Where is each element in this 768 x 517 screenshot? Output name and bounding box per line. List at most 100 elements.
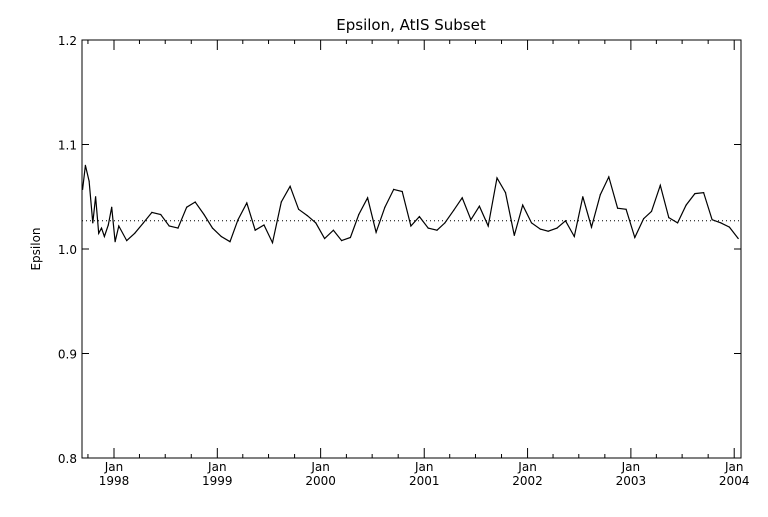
data-point	[461, 197, 463, 199]
data-point	[599, 194, 601, 196]
data-point	[453, 209, 455, 211]
data-point	[289, 185, 291, 187]
x-tick-month-label: Jan	[517, 460, 537, 474]
data-point	[668, 217, 670, 219]
data-point	[694, 193, 696, 195]
data-point	[410, 225, 412, 227]
data-point	[384, 206, 386, 208]
data-point	[470, 219, 472, 221]
data-point	[306, 215, 308, 217]
plot-frame	[81, 39, 742, 459]
data-point	[643, 218, 645, 220]
data-point	[114, 241, 116, 243]
data-point	[650, 210, 653, 212]
data-point	[659, 184, 661, 186]
data-point	[332, 229, 334, 231]
data-point	[556, 227, 558, 229]
data-point	[100, 227, 103, 229]
x-tick-month-label: Jan	[621, 460, 641, 474]
data-point	[315, 222, 317, 224]
data-point	[703, 192, 705, 194]
data-point	[504, 192, 507, 194]
data-point	[547, 230, 549, 232]
y-tick-label: 1.2	[58, 34, 77, 48]
x-tick-month-label: Jan	[207, 460, 227, 474]
data-point	[573, 235, 575, 238]
data-point	[211, 227, 214, 229]
data-point	[375, 231, 377, 233]
data-point	[324, 237, 326, 240]
x-tick-year-label: 1998	[99, 474, 130, 488]
y-tick-label: 1.1	[58, 139, 77, 153]
x-tick-month-label: Jan	[104, 460, 124, 474]
x-tick-month-label: Jan	[724, 460, 744, 474]
data-point	[728, 226, 731, 228]
data-point	[478, 205, 480, 207]
data-point	[341, 240, 343, 242]
data-point	[186, 206, 188, 208]
data-point	[677, 222, 679, 224]
data-point	[711, 219, 713, 221]
data-point	[298, 208, 300, 210]
data-point	[436, 229, 438, 231]
data-point	[608, 176, 610, 178]
data-point	[427, 227, 429, 229]
data-point	[82, 188, 84, 190]
data-point	[237, 219, 239, 221]
data-point	[84, 164, 86, 166]
x-tick-month-label: Jan	[414, 460, 434, 474]
data-point	[271, 242, 274, 244]
data-point	[103, 235, 105, 238]
data-point	[539, 228, 541, 230]
data-point	[634, 236, 636, 239]
data-point	[88, 180, 90, 182]
data-point	[487, 225, 489, 227]
data-point	[401, 190, 403, 193]
data-point	[720, 222, 722, 224]
y-tick-label: 1.0	[58, 243, 77, 257]
data-point	[168, 225, 170, 227]
x-tick-year-label: 2002	[512, 474, 543, 488]
data-point	[177, 227, 179, 229]
data-point	[98, 232, 100, 234]
y-tick-label: 0.9	[58, 348, 77, 362]
data-point	[111, 206, 113, 208]
data-point	[444, 222, 446, 224]
chart-title: Epsilon, AtIS Subset	[336, 16, 486, 34]
data-point	[418, 216, 420, 218]
data-point	[617, 207, 619, 209]
data-point	[246, 202, 248, 204]
data-point	[92, 222, 94, 224]
data-point	[685, 204, 687, 206]
data-point	[393, 188, 395, 190]
axes: 0.80.91.01.11.2Jan1998Jan1999Jan2000Jan2…	[58, 34, 750, 488]
data-point	[220, 235, 222, 238]
data-point	[194, 201, 196, 203]
data-point	[160, 213, 162, 216]
data-point	[358, 213, 360, 216]
data-point	[496, 177, 498, 179]
data-point	[118, 225, 120, 227]
data-point	[582, 196, 584, 198]
data-point	[229, 241, 231, 243]
x-tick-year-label: 1999	[202, 474, 233, 488]
y-axis-label: Epsilon	[29, 227, 43, 270]
x-tick-year-label: 2004	[719, 474, 750, 488]
x-tick-year-label: 2003	[616, 474, 647, 488]
data-point	[107, 224, 109, 226]
series-line	[82, 165, 739, 245]
data-point	[203, 213, 205, 216]
data-point	[263, 224, 265, 226]
data-point	[737, 237, 739, 240]
data-point	[513, 234, 515, 236]
x-tick-year-label: 2001	[409, 474, 440, 488]
data-point	[280, 201, 282, 203]
data-point	[590, 226, 593, 228]
x-tick-year-label: 2000	[305, 474, 336, 488]
series-layer	[82, 164, 739, 245]
data-point	[367, 197, 369, 199]
data-point	[95, 196, 97, 198]
data-point	[254, 229, 256, 231]
